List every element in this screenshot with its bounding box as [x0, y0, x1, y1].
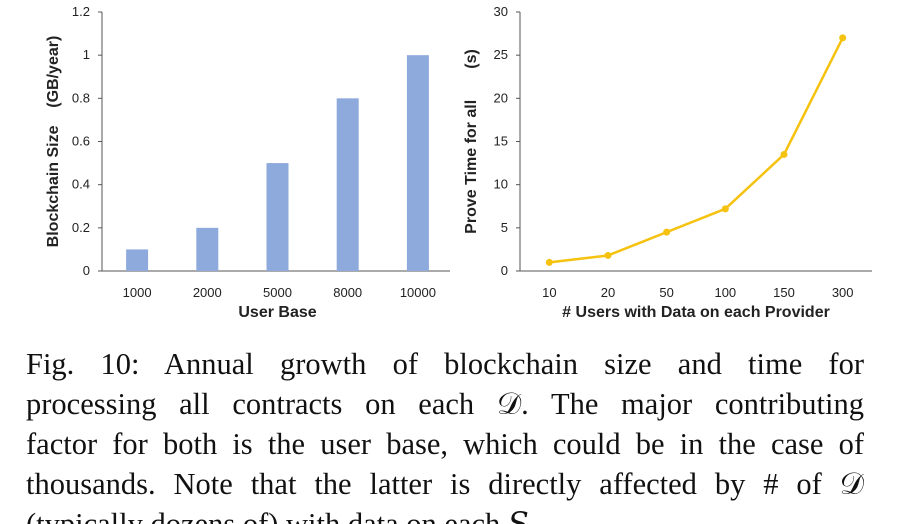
y-tick-label: 0.8	[72, 90, 90, 105]
blockchain-size-bar-chart: 0 0.2 0.4 0.6 0.8 1 1.2 1000 2000 5000 8000 10000 Us…	[45, 4, 450, 321]
y-tick-label: 25	[494, 47, 508, 62]
caption-line: Fig. 10: Annual growth of blockchain siz…	[26, 347, 864, 381]
x-tick-label: 20	[601, 285, 615, 300]
y-tick-label: 0	[501, 263, 508, 278]
figure-caption: Fig. 10: Annual growth of blockchain siz…	[26, 344, 864, 524]
series-line	[549, 37, 844, 264]
y-tick-label: 20	[494, 90, 508, 105]
caption-line: factor for both is the user base, which …	[26, 427, 864, 461]
y-tick-label: 0	[83, 263, 90, 278]
bar	[266, 163, 289, 271]
x-tick-label: 50	[659, 285, 673, 300]
x-tick-label: 1000	[123, 285, 152, 300]
data-point	[780, 150, 788, 158]
caption-line: (typically dozens of) with data on each …	[26, 507, 537, 524]
x-tick-label: 2000	[193, 285, 222, 300]
data-point	[839, 34, 847, 42]
prove-time-line-chart: 0 5 10 15 20 25 30 10 20 50 100 150 300# Users with …	[463, 4, 872, 321]
y-tick-label: 10	[494, 177, 508, 192]
y-axis-title: Prove Time for all (s)	[463, 49, 480, 234]
bar	[406, 55, 429, 271]
x-tick-label: 100	[714, 285, 736, 300]
data-point	[545, 258, 553, 266]
x-tick-label: 10000	[400, 285, 436, 300]
x-tick-label: 300	[832, 285, 854, 300]
x-tick-label: 8000	[333, 285, 362, 300]
y-tick-label: 30	[494, 4, 508, 19]
data-point	[604, 251, 612, 259]
y-tick-label: 0.2	[72, 220, 90, 235]
bar	[196, 227, 219, 271]
bar	[126, 249, 149, 271]
caption-line: thousands. Note that the latter is direc…	[26, 467, 864, 501]
y-tick-label: 0.6	[72, 134, 90, 149]
x-axis-title: User Base	[238, 304, 316, 321]
y-tick-label: 1.2	[72, 4, 90, 19]
y-axis-title: Blockchain Size (GB/year)	[45, 36, 62, 248]
data-point	[663, 228, 671, 236]
bar	[336, 98, 359, 271]
x-tick-label: 150	[773, 285, 795, 300]
x-tick-label: 10	[542, 285, 556, 300]
caption-line: processing all contracts on each 𝒟. The …	[26, 387, 864, 421]
y-tick-label: 15	[494, 134, 508, 149]
y-tick-label: 0.4	[72, 177, 90, 192]
y-tick-label: 5	[501, 220, 508, 235]
x-tick-label: 5000	[263, 285, 292, 300]
data-point	[721, 205, 729, 213]
x-axis-title: # Users with Data on each Provider	[562, 304, 830, 321]
y-tick-label: 1	[83, 47, 90, 62]
